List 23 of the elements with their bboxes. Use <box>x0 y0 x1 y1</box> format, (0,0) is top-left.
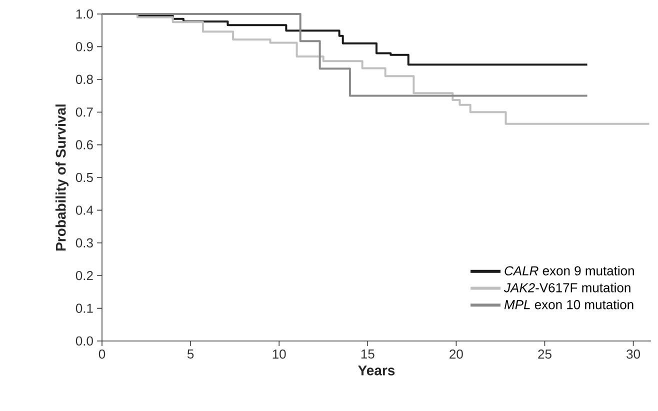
y-tick-label: 0.3 <box>76 238 93 248</box>
y-tick-label: 0.2 <box>76 270 93 280</box>
y-tick-label: 0.4 <box>76 206 94 215</box>
x-tick-label: 30 <box>626 350 640 359</box>
y-tick-label: 0.1 <box>76 304 93 313</box>
x-tick-label: 25 <box>538 350 552 359</box>
legend-label: JAK2-V617F mutation <box>504 282 630 292</box>
legend-label: MPL exon 10 mutation <box>504 300 634 310</box>
x-tick-label: 15 <box>361 350 374 359</box>
y-tick-label: 0.6 <box>76 140 93 150</box>
x-tick-label: 0 <box>98 350 106 359</box>
x-tick-label: 5 <box>187 350 194 359</box>
x-axis-title: Years <box>358 366 395 376</box>
y-tick-label: 0.9 <box>76 42 93 52</box>
y-tick-label: 0.8 <box>76 74 93 84</box>
y-tick-label: 0.7 <box>76 107 93 117</box>
y-tick-label: 1.0 <box>76 9 93 19</box>
x-tick-label: 20 <box>450 350 463 359</box>
y-tick-label: 0.5 <box>76 172 93 182</box>
x-tick-label: 10 <box>272 350 286 359</box>
y-tick-label: 0.0 <box>76 336 93 346</box>
legend-label: CALR exon 9 mutation <box>504 266 634 276</box>
y-axis-title: Probability of Survival <box>55 104 69 250</box>
